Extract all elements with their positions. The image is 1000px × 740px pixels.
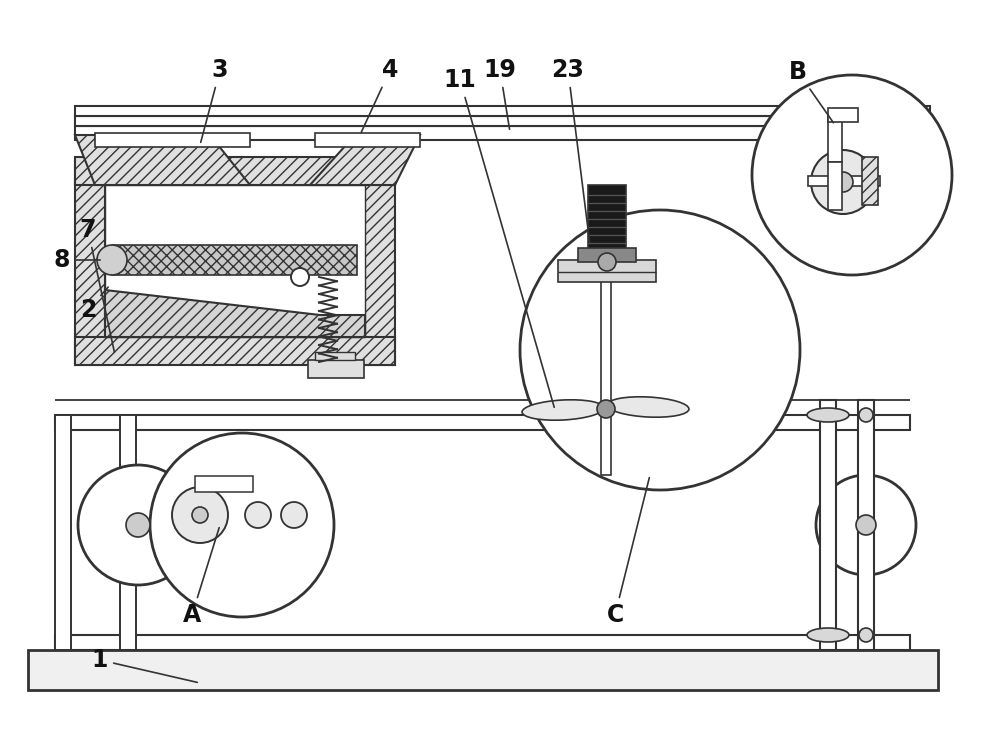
Bar — [112, 245, 357, 275]
Ellipse shape — [522, 400, 604, 420]
Bar — [828, 162, 842, 210]
Ellipse shape — [807, 408, 849, 422]
Bar — [105, 185, 365, 337]
Bar — [75, 337, 395, 365]
Circle shape — [78, 465, 198, 585]
Bar — [75, 157, 395, 185]
Ellipse shape — [607, 397, 689, 417]
Bar — [315, 352, 355, 360]
Circle shape — [172, 487, 228, 543]
Circle shape — [811, 150, 875, 214]
Bar — [308, 360, 364, 378]
Bar — [55, 415, 910, 430]
Bar — [195, 476, 253, 492]
Bar — [75, 160, 105, 365]
Polygon shape — [75, 135, 250, 185]
Bar — [858, 400, 874, 650]
Circle shape — [597, 400, 615, 418]
Polygon shape — [105, 290, 365, 337]
Text: A: A — [183, 528, 219, 627]
Bar — [601, 280, 611, 475]
Text: 19: 19 — [484, 58, 516, 130]
Circle shape — [816, 475, 916, 575]
Circle shape — [192, 507, 208, 523]
Polygon shape — [310, 135, 420, 185]
Circle shape — [281, 502, 307, 528]
Bar — [75, 116, 930, 126]
Circle shape — [752, 75, 952, 275]
Bar — [315, 133, 420, 147]
Bar — [75, 126, 930, 140]
Bar — [55, 635, 910, 650]
Text: 1: 1 — [92, 648, 197, 682]
Circle shape — [245, 502, 271, 528]
Circle shape — [598, 253, 616, 271]
Bar — [588, 185, 626, 250]
Ellipse shape — [859, 628, 873, 642]
Bar — [365, 160, 395, 365]
Text: 3: 3 — [201, 58, 228, 142]
Text: 2: 2 — [80, 287, 108, 322]
Bar — [862, 157, 878, 205]
Text: 8: 8 — [54, 248, 100, 272]
Circle shape — [97, 245, 127, 275]
Bar — [28, 650, 938, 690]
Bar — [820, 400, 836, 650]
Ellipse shape — [859, 408, 873, 422]
Ellipse shape — [807, 628, 849, 642]
Circle shape — [291, 268, 309, 286]
Text: 7: 7 — [80, 218, 114, 352]
Circle shape — [126, 513, 150, 537]
Circle shape — [856, 515, 876, 535]
Circle shape — [150, 433, 334, 617]
Bar — [828, 108, 858, 122]
Bar — [55, 415, 71, 650]
Bar — [120, 415, 136, 650]
Bar — [75, 106, 930, 116]
Bar — [828, 114, 842, 162]
Bar — [808, 176, 880, 186]
Text: 23: 23 — [552, 58, 590, 242]
Circle shape — [833, 172, 853, 192]
Text: B: B — [789, 60, 833, 123]
Text: 4: 4 — [361, 58, 398, 132]
Text: 11: 11 — [444, 68, 554, 407]
Circle shape — [520, 210, 800, 490]
Text: C: C — [606, 478, 649, 627]
Bar — [578, 248, 636, 262]
Bar — [95, 133, 250, 147]
Bar — [558, 260, 656, 282]
